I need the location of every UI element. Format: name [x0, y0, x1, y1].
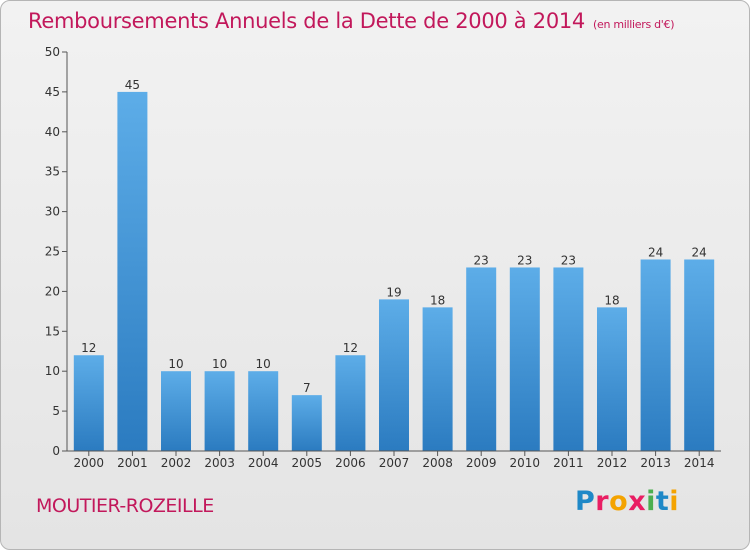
- y-tick-label: 35: [45, 165, 60, 179]
- logo-letter: i: [669, 486, 680, 517]
- chart-title: Remboursements Annuels de la Dette de 20…: [28, 9, 674, 33]
- x-axis: 2000 2001 2002 2003 2004 2005 2006 2007 2008 2009…: [67, 450, 721, 470]
- y-tick-label: 45: [45, 85, 60, 99]
- logo-letter: x: [628, 486, 647, 517]
- x-tick-label: 2002: [161, 456, 192, 470]
- data-label: 24: [648, 245, 663, 259]
- y-tick-label: 50: [45, 45, 60, 59]
- logo-letter: i: [646, 486, 656, 517]
- data-label: 7: [303, 381, 311, 395]
- logo-letter: r: [595, 486, 610, 517]
- logo-letter: t: [655, 486, 670, 517]
- y-tick-label: 30: [45, 205, 60, 219]
- data-label: 10: [168, 357, 183, 371]
- data-label: 45: [125, 78, 140, 92]
- logo-letter: o: [609, 486, 629, 517]
- y-axis: 0 5 10 15 20 25 30 35 40 45 50: [45, 45, 68, 458]
- chart-unit: (en milliers d'€): [593, 18, 675, 31]
- x-tick-label: 2004: [248, 456, 279, 470]
- x-tick-label: 2000: [74, 456, 105, 470]
- bar: [553, 267, 584, 451]
- city-name: MOUTIER-ROZEILLE: [36, 495, 214, 517]
- bar: [335, 355, 366, 451]
- y-tick-label: 5: [52, 404, 60, 418]
- y-tick-label: 10: [45, 364, 60, 378]
- y-tick-label: 0: [52, 444, 60, 458]
- bar: [379, 299, 409, 451]
- x-tick-label: 2003: [204, 456, 235, 470]
- data-label: 23: [517, 253, 532, 267]
- x-tick-label: 2008: [422, 456, 453, 470]
- data-label: 23: [474, 253, 489, 267]
- data-label: 19: [386, 285, 401, 299]
- bar: [684, 259, 715, 451]
- data-label: 18: [604, 293, 619, 307]
- bar: [117, 91, 148, 452]
- proxiti-logo: Proxiti: [575, 486, 679, 517]
- bar: [597, 307, 627, 451]
- x-tick-label: 2013: [640, 456, 671, 470]
- bar: [248, 371, 279, 451]
- x-tick-label: 2010: [510, 456, 541, 470]
- data-label: 23: [561, 253, 576, 267]
- bar: [640, 259, 671, 451]
- data-label: 12: [343, 341, 358, 355]
- bar: [509, 267, 540, 451]
- bar: [422, 307, 453, 451]
- y-tick-label: 15: [45, 324, 60, 338]
- bars: 12 45 10 10 10 7 12 19 18 23 23 23 18 24 24: [73, 78, 715, 452]
- data-label: 10: [256, 357, 271, 371]
- x-tick-label: 2009: [466, 456, 497, 470]
- y-tick-label: 25: [45, 245, 60, 259]
- data-label: 24: [692, 245, 707, 259]
- x-tick-label: 2001: [117, 456, 148, 470]
- x-tick-label: 2014: [684, 456, 715, 470]
- chart-title-text: Remboursements Annuels de la Dette de 20…: [28, 9, 585, 33]
- bar: [204, 371, 235, 451]
- x-tick-label: 2006: [335, 456, 366, 470]
- x-tick-label: 2011: [553, 456, 584, 470]
- bar: [291, 395, 322, 451]
- data-label: 12: [81, 341, 96, 355]
- data-label: 10: [212, 357, 227, 371]
- y-tick-label: 20: [45, 284, 60, 298]
- logo-letter: P: [575, 486, 596, 517]
- x-tick-label: 2007: [379, 456, 410, 470]
- bar: [73, 355, 104, 451]
- x-tick-label: 2005: [292, 456, 323, 470]
- y-tick-label: 40: [45, 125, 60, 139]
- bar: [466, 267, 497, 451]
- x-tick-label: 2012: [597, 456, 628, 470]
- data-label: 18: [430, 293, 445, 307]
- bar: [161, 371, 191, 451]
